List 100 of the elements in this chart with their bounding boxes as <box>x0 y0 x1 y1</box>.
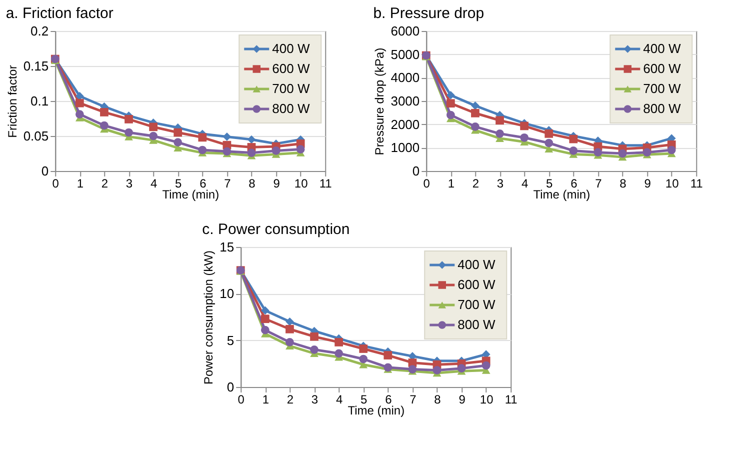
point <box>457 364 466 373</box>
x-tick-label: 1 <box>448 176 455 190</box>
point <box>446 110 455 120</box>
point <box>296 145 305 154</box>
point <box>544 138 554 148</box>
legend-label: 800 W <box>643 101 682 116</box>
x-tick-label: 5 <box>360 392 368 406</box>
y-tick-label: 5000 <box>390 46 420 62</box>
point <box>594 148 602 157</box>
point <box>286 338 294 346</box>
y-tick-label: 15 <box>220 240 234 254</box>
chart-title: b. Pressure drop <box>373 5 484 22</box>
y-tick-label: 0 <box>226 380 234 394</box>
y-tick-label: 0.1 <box>30 94 49 108</box>
point <box>198 133 207 142</box>
y-tick-label: 0.2 <box>30 24 49 38</box>
x-tick-label: 4 <box>521 176 528 190</box>
point <box>471 101 480 110</box>
y-tick-label: 6000 <box>390 24 420 38</box>
point <box>618 149 627 158</box>
point <box>198 146 207 154</box>
point <box>482 361 490 370</box>
legend-label: 600 W <box>272 61 310 76</box>
y-tick-label: 10 <box>220 286 234 302</box>
point <box>286 324 294 334</box>
x-tick-label: 8 <box>248 176 256 190</box>
x-tick-label: 2 <box>472 176 480 190</box>
point <box>174 138 182 146</box>
point <box>149 132 158 140</box>
y-tick-label: 3000 <box>390 94 420 108</box>
x-tick-label: 1 <box>76 176 84 190</box>
point <box>569 146 578 155</box>
x-tick-label: 5 <box>546 176 554 190</box>
point <box>310 332 318 341</box>
y-tick-label: 0.05 <box>23 128 49 144</box>
legend-label: 800 W <box>458 317 496 332</box>
point <box>520 122 528 130</box>
point <box>286 317 294 326</box>
point <box>359 344 368 353</box>
y-axis-title: Power consumption (kW) <box>202 250 216 385</box>
point <box>520 133 528 142</box>
x-tick-label: 6 <box>385 392 392 406</box>
point <box>446 99 455 108</box>
y-tick-label: 0 <box>41 164 49 178</box>
legend-label: 400 W <box>643 41 682 56</box>
x-tick-label: 3 <box>311 392 318 406</box>
point <box>334 338 343 346</box>
y-tick-label: 0 <box>412 164 420 178</box>
x-tick-label: 4 <box>336 392 343 406</box>
y-axis-title: Friction factor <box>5 65 20 138</box>
legend-label: 700 W <box>458 297 496 312</box>
x-tick-label: 2 <box>101 176 108 190</box>
point <box>446 90 455 100</box>
x-tick-label: 7 <box>595 176 602 190</box>
x-tick-label: 6 <box>200 176 207 190</box>
point <box>384 363 392 372</box>
point <box>496 116 504 125</box>
x-tick-label: 1 <box>262 392 270 406</box>
point <box>432 366 442 374</box>
point <box>222 147 232 156</box>
x-tick-label: 0 <box>423 176 430 190</box>
y-tick-label: 2000 <box>390 116 420 132</box>
x-tick-label: 9 <box>273 176 280 190</box>
point <box>667 146 676 154</box>
point <box>76 110 84 118</box>
x-tick-label: 6 <box>570 176 578 190</box>
x-tick-label: 8 <box>434 392 442 406</box>
point <box>174 128 182 137</box>
point <box>310 345 318 354</box>
y-axis-title: Pressure drop (kPa) <box>372 48 387 156</box>
point <box>272 146 280 155</box>
y-tick-label: 4000 <box>390 70 420 86</box>
point <box>247 135 256 144</box>
x-tick-label: 8 <box>620 176 627 190</box>
x-tick-label: 7 <box>410 392 417 406</box>
y-tick-label: 5 <box>226 332 234 348</box>
x-tick-label: 11 <box>319 176 332 190</box>
point <box>384 351 392 360</box>
x-axis-title: Time (min) <box>162 188 220 202</box>
point <box>247 148 256 157</box>
point <box>642 148 652 157</box>
point <box>76 98 84 108</box>
point <box>124 115 133 124</box>
x-tick-label: 0 <box>52 176 60 190</box>
legend-label: 700 W <box>643 81 682 96</box>
point <box>100 108 108 116</box>
legend-label: 600 W <box>643 61 682 76</box>
point <box>124 128 133 137</box>
x-tick-label: 4 <box>150 176 158 190</box>
y-tick-label: 0.15 <box>23 58 49 74</box>
legend-label: 400 W <box>458 257 496 272</box>
x-tick-label: 10 <box>665 176 680 190</box>
point <box>261 326 270 334</box>
y-tick-label: 1000 <box>390 140 420 156</box>
point <box>334 349 343 358</box>
x-tick-label: 3 <box>496 176 504 190</box>
x-tick-label: 0 <box>238 392 245 406</box>
legend-label: 800 W <box>272 101 310 116</box>
x-tick-label: 5 <box>175 176 182 190</box>
x-tick-label: 11 <box>690 176 704 190</box>
